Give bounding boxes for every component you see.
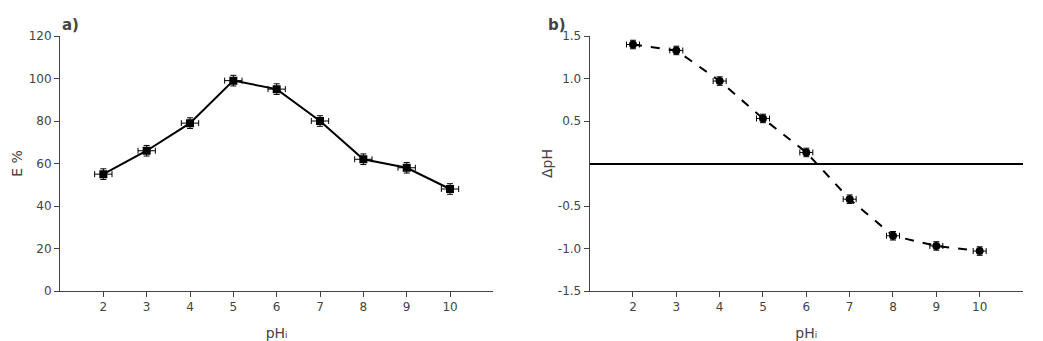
svg-text:0: 0: [44, 284, 52, 298]
svg-text:4: 4: [716, 300, 724, 314]
svg-text:20: 20: [36, 242, 51, 256]
svg-text:0.5: 0.5: [562, 114, 581, 128]
svg-text:80: 80: [36, 114, 51, 128]
svg-text:40: 40: [36, 199, 51, 213]
svg-text:120: 120: [29, 29, 52, 43]
svg-text:a): a): [62, 16, 79, 34]
svg-text:b): b): [548, 16, 566, 34]
svg-text:1.0: 1.0: [562, 72, 581, 86]
svg-text:7: 7: [846, 300, 854, 314]
svg-text:3: 3: [672, 300, 680, 314]
svg-text:5: 5: [230, 300, 238, 314]
svg-text:pHᵢ: pHᵢ: [266, 325, 288, 341]
svg-text:5: 5: [759, 300, 767, 314]
svg-text:-1.5: -1.5: [558, 284, 581, 298]
svg-text:10: 10: [442, 300, 457, 314]
svg-text:9: 9: [933, 300, 941, 314]
svg-text:1.5: 1.5: [562, 29, 581, 43]
svg-text:2: 2: [629, 300, 637, 314]
svg-text:8: 8: [360, 300, 368, 314]
svg-text:pHᵢ: pHᵢ: [795, 325, 817, 341]
svg-text:6: 6: [273, 300, 281, 314]
svg-text:100: 100: [29, 72, 52, 86]
svg-text:-1.0: -1.0: [558, 242, 581, 256]
svg-text:9: 9: [403, 300, 411, 314]
svg-text:3: 3: [143, 300, 151, 314]
svg-text:-0.5: -0.5: [558, 199, 581, 213]
svg-text:60: 60: [36, 157, 51, 171]
svg-text:7: 7: [316, 300, 324, 314]
svg-text:10: 10: [972, 300, 987, 314]
svg-text:8: 8: [889, 300, 897, 314]
svg-text:E %: E %: [9, 150, 25, 177]
svg-text:6: 6: [803, 300, 811, 314]
svg-text:ΔpH: ΔpH: [539, 149, 555, 178]
svg-text:2: 2: [100, 300, 108, 314]
svg-text:4: 4: [186, 300, 194, 314]
